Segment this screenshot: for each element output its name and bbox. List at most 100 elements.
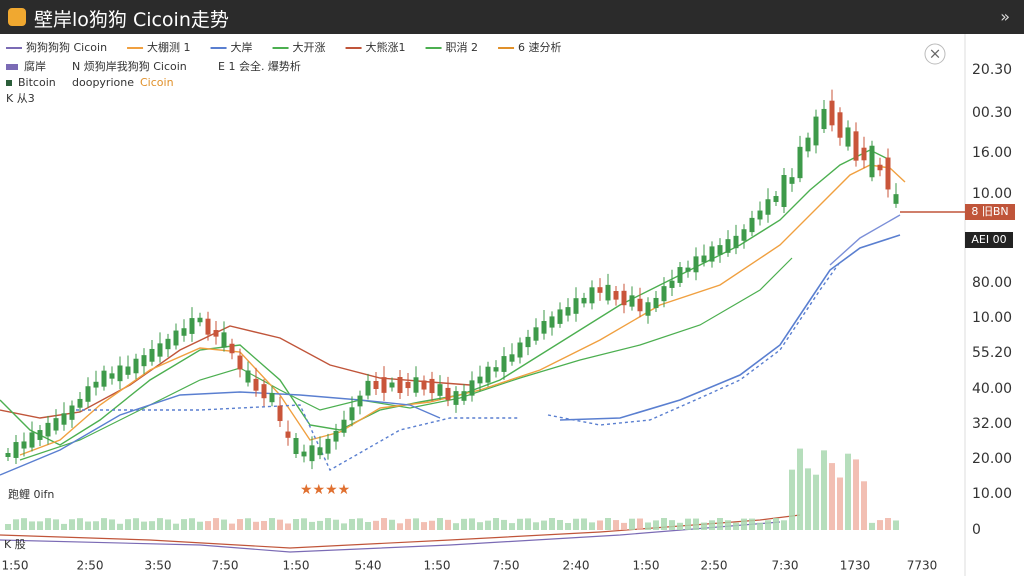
candle-body bbox=[581, 297, 587, 304]
volume-label: K 股 bbox=[4, 538, 26, 551]
volume-bar bbox=[237, 519, 243, 530]
volume-bar bbox=[893, 520, 899, 530]
volume-bar bbox=[685, 518, 691, 530]
price-tag bbox=[965, 204, 1015, 220]
volume-bar bbox=[333, 519, 339, 530]
volume-bar bbox=[349, 518, 355, 530]
volume-bar bbox=[373, 520, 379, 530]
volume-bar bbox=[597, 520, 603, 530]
volume-bar bbox=[381, 518, 387, 530]
candle-body bbox=[69, 405, 75, 420]
legend-label: 大熊涨1 bbox=[366, 40, 406, 54]
candle-body bbox=[317, 447, 323, 456]
candle-body bbox=[261, 384, 267, 399]
y-axis-label: 32.00 bbox=[972, 416, 1012, 432]
candles bbox=[5, 89, 899, 470]
volume-bar bbox=[669, 520, 675, 530]
candle-body bbox=[893, 194, 899, 204]
volume-bar bbox=[93, 521, 99, 530]
volume-bar bbox=[485, 520, 491, 530]
candle-body bbox=[805, 137, 811, 152]
candle-body bbox=[149, 348, 155, 362]
volume-bar bbox=[573, 518, 579, 530]
candle-body bbox=[669, 280, 675, 288]
volume-bar bbox=[269, 518, 275, 530]
volume-bar bbox=[357, 518, 363, 530]
ma-green-2 bbox=[19, 257, 793, 461]
volume-bar bbox=[613, 520, 619, 530]
candle-body bbox=[53, 418, 59, 431]
candle-body bbox=[757, 210, 763, 220]
candle-body bbox=[205, 318, 211, 335]
volume-bar bbox=[821, 450, 827, 530]
volume-bar bbox=[173, 523, 179, 530]
volume-bar bbox=[421, 522, 427, 530]
volume-bar bbox=[741, 518, 747, 530]
candle-body bbox=[533, 327, 539, 341]
candle-body bbox=[285, 431, 291, 438]
chart: × 8 旧BN AEI 00 ★★★★ 跑鲤 0ifn K 股 腐岸 N 烦狗岸… bbox=[0, 34, 1015, 576]
volume-bar bbox=[477, 522, 483, 530]
volume-bar bbox=[725, 520, 731, 530]
volume-bar bbox=[581, 518, 587, 530]
volume-bar bbox=[629, 518, 635, 530]
candle-body bbox=[237, 355, 243, 370]
candle-body bbox=[469, 380, 475, 396]
candle-body bbox=[701, 255, 707, 263]
y-axis-label: 55.20 bbox=[972, 345, 1012, 361]
volume-ma-purple bbox=[0, 521, 781, 553]
legend-swatch bbox=[6, 80, 12, 86]
volume-bar bbox=[517, 518, 523, 530]
x-axis-label: 7:50 bbox=[212, 559, 239, 573]
volume-bar bbox=[429, 520, 435, 530]
candle-body bbox=[101, 370, 107, 387]
x-axis-label: 1:50 bbox=[633, 559, 660, 573]
volume-bar bbox=[445, 519, 451, 530]
candle-body bbox=[709, 246, 715, 262]
candle-body bbox=[125, 366, 131, 375]
candle-body bbox=[541, 321, 547, 334]
candle-body bbox=[421, 380, 427, 390]
legend-row3-item: Bitcoin bbox=[18, 76, 56, 89]
close-icon[interactable]: × bbox=[929, 45, 942, 63]
volume-bar bbox=[693, 518, 699, 530]
close-button[interactable] bbox=[924, 43, 946, 65]
y-axis-label: 80.00 bbox=[972, 275, 1012, 291]
legend-label: 6 速分析 bbox=[518, 40, 562, 54]
volume-bar bbox=[749, 518, 755, 530]
volume-bar bbox=[61, 523, 67, 530]
candle-body bbox=[365, 380, 371, 396]
candle-body bbox=[549, 316, 555, 328]
candle-body bbox=[773, 196, 779, 202]
volume-bar bbox=[133, 518, 139, 530]
candle-body bbox=[157, 343, 163, 357]
x-axis-label: 1:50 bbox=[424, 559, 451, 573]
volumes bbox=[5, 448, 899, 530]
candle-body bbox=[597, 287, 603, 293]
volume-bar bbox=[461, 518, 467, 530]
volume-bar bbox=[221, 519, 227, 530]
candle-body bbox=[453, 391, 459, 405]
volume-bar bbox=[245, 518, 251, 530]
volume-bar bbox=[645, 522, 651, 530]
volume-bar bbox=[157, 518, 163, 530]
candle-body bbox=[557, 309, 563, 324]
candle-body bbox=[165, 338, 171, 350]
candle-body bbox=[717, 245, 723, 255]
volume-bar bbox=[717, 518, 723, 530]
stars: ★★★★ bbox=[300, 482, 350, 498]
title: 壁岸lo狗狗 Cicoin走势 bbox=[34, 9, 229, 31]
legend-label: 大岸 bbox=[231, 40, 253, 54]
candle-body bbox=[589, 287, 595, 304]
candle-body bbox=[301, 451, 307, 457]
more-button[interactable]: » bbox=[1000, 7, 1010, 26]
volume-bar bbox=[21, 518, 27, 530]
volume-bar bbox=[501, 519, 507, 530]
volume-bar bbox=[637, 518, 643, 530]
volume-bar bbox=[77, 518, 83, 530]
volume-bar bbox=[213, 518, 219, 530]
candle-body bbox=[853, 131, 859, 161]
volume-bar bbox=[677, 522, 683, 530]
volume-bar bbox=[853, 459, 859, 530]
volume-bar bbox=[53, 519, 59, 530]
